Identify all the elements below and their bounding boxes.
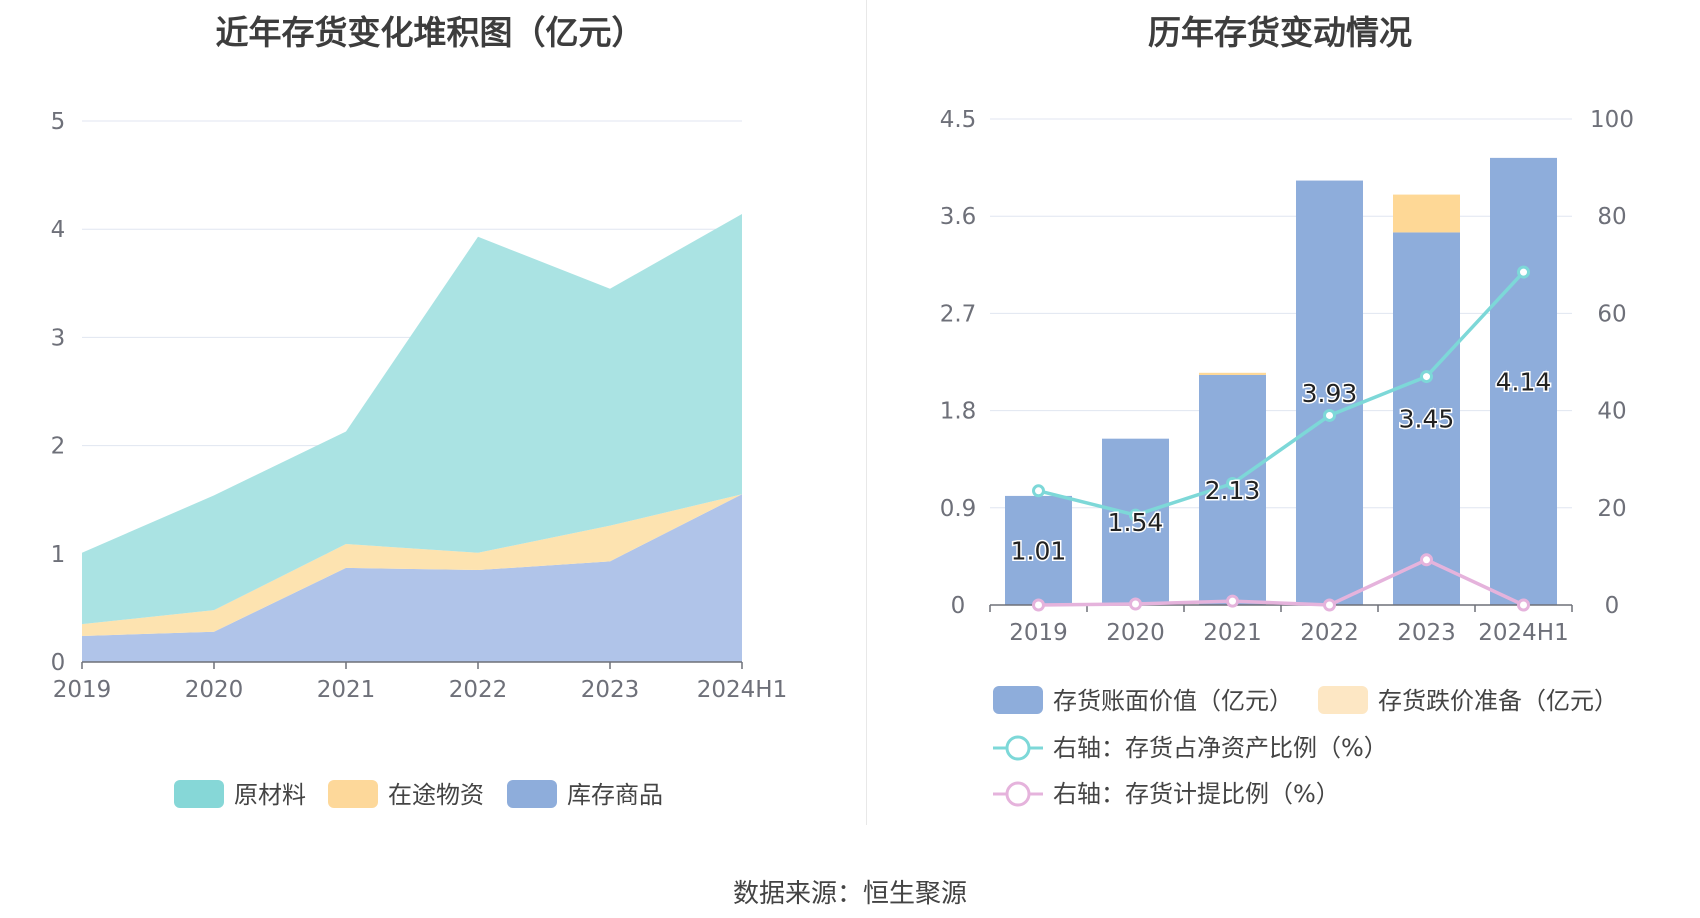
bar-impairment-2023 [1393, 194, 1460, 233]
left-x-tick-label: 2021 [317, 677, 376, 703]
bar-value-label: 1.54 [1108, 508, 1164, 537]
ratio-net-assets-point [1420, 370, 1433, 384]
bar-book-value-2022 [1296, 180, 1363, 605]
bar-book-value-2020 [1102, 438, 1169, 605]
provision-ratio-point [1032, 598, 1045, 612]
provision-ratio-point [1517, 598, 1530, 612]
right-chart-title: 历年存货变动情况 [1148, 13, 1412, 52]
ratio-net-assets-point [1517, 265, 1530, 279]
provision-ratio-line [1038, 557, 1525, 607]
right-right-axis-tick-label: 40 [1597, 399, 1626, 425]
left-y-tick-label: 3 [51, 325, 66, 351]
right-x-tick-label: 2023 [1397, 620, 1456, 646]
left-x-tick-label: 2023 [581, 677, 640, 703]
right-left-axis-tick-label: 3.6 [940, 204, 977, 230]
right-left-axis-tick-label: 0.9 [940, 496, 977, 522]
left-chart-title: 近年存货变化堆积图（亿元） [215, 13, 645, 52]
left-legend-label: 原材料 [234, 781, 306, 809]
right-left-axis-tick-label: 1.8 [940, 399, 977, 425]
left-x-tick-label: 2020 [185, 677, 244, 703]
right-x-tick-label: 2021 [1203, 620, 1262, 646]
legend-label-impairment: 存货跌价准备（亿元） [1378, 687, 1618, 715]
left-y-tick-label: 2 [51, 434, 66, 460]
right-left-axis-tick-label: 4.5 [940, 107, 977, 133]
left-y-tick-label: 0 [51, 650, 66, 676]
bar-book-value-2019 [1005, 495, 1072, 605]
bar-value-label: 2.13 [1205, 476, 1261, 505]
area-raw-material [82, 214, 742, 625]
left-legend-swatch-transit [328, 780, 378, 808]
legend-label-ratio: 右轴：存货占净资产比例（%） [1053, 734, 1388, 762]
right-right-axis-tick-label: 0 [1605, 593, 1620, 619]
left-legend-label: 库存商品 [567, 781, 663, 809]
right-x-tick-label: 2022 [1300, 620, 1359, 646]
ratio-net-assets-point [1323, 408, 1336, 422]
bar-value-label: 3.93 [1302, 379, 1358, 408]
left-x-tick-label: 2024H1 [697, 677, 787, 703]
left-legend-label: 在途物资 [388, 781, 484, 809]
legend-swatch-ratio-marker [1005, 735, 1031, 761]
right-x-tick-label: 2024H1 [1478, 620, 1568, 646]
right-right-axis-tick-label: 60 [1597, 301, 1626, 327]
left-x-tick-label: 2019 [53, 677, 112, 703]
bar-value-label: 1.01 [1011, 536, 1067, 565]
right-right-axis-tick-label: 20 [1597, 496, 1626, 522]
legend-swatch-impairment [1318, 686, 1368, 714]
right-right-axis-tick-label: 100 [1590, 107, 1634, 133]
legend-swatch-provision-marker [1005, 781, 1031, 807]
area-inventory-goods [82, 494, 742, 662]
provision-ratio-point [1129, 597, 1142, 611]
bar-value-label: 3.45 [1399, 405, 1455, 434]
chart-divider [866, 0, 867, 825]
ratio-net-assets-point [1032, 484, 1045, 498]
right-left-axis-tick-label: 0 [951, 593, 966, 619]
left-y-tick-label: 5 [51, 109, 66, 135]
ratio-net-assets-point [1129, 508, 1142, 522]
left-y-tick-label: 4 [51, 217, 66, 243]
left-x-tick-label: 2022 [449, 677, 508, 703]
bar-value-label: 4.14 [1496, 367, 1552, 396]
left-y-tick-label: 1 [51, 542, 66, 568]
ratio-net-assets-line [1038, 270, 1525, 517]
provision-ratio-point [1323, 598, 1336, 612]
right-left-axis-tick-label: 2.7 [940, 301, 977, 327]
right-x-tick-label: 2020 [1106, 620, 1165, 646]
bar-book-value-2023 [1393, 232, 1460, 605]
provision-ratio-point [1226, 594, 1239, 608]
legend-label-provision: 右轴：存货计提比例（%） [1053, 780, 1340, 808]
area-in-transit [82, 494, 742, 637]
bar-impairment-2021 [1199, 372, 1266, 375]
left-legend-swatch-raw [174, 780, 224, 808]
data-source: 数据来源：恒生聚源 [732, 879, 967, 909]
right-x-tick-label: 2019 [1009, 620, 1068, 646]
legend-label-book-value: 存货账面价值（亿元） [1053, 687, 1293, 715]
left-legend-swatch-goods [507, 780, 557, 808]
provision-ratio-point [1420, 553, 1433, 567]
bar-book-value-2024h1 [1490, 157, 1557, 605]
legend-swatch-book-value [993, 686, 1043, 714]
right-right-axis-tick-label: 80 [1597, 204, 1626, 230]
ratio-net-assets-point [1226, 477, 1239, 490]
